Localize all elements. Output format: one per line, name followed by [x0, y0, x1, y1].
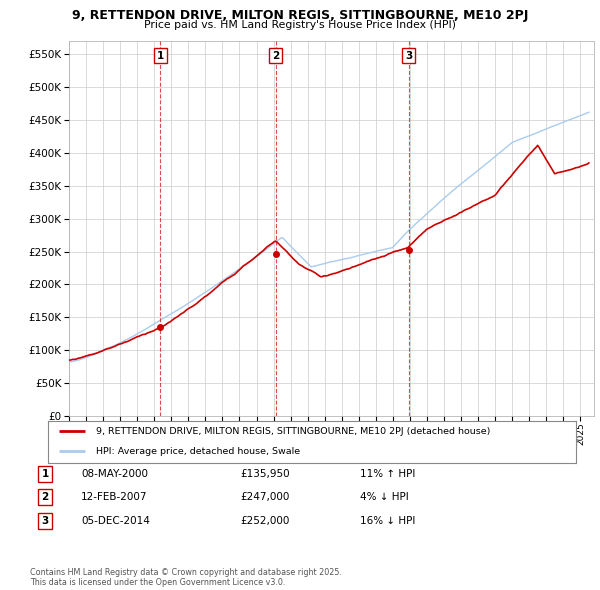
Text: 3: 3: [41, 516, 49, 526]
Text: £247,000: £247,000: [240, 493, 289, 502]
Text: 16% ↓ HPI: 16% ↓ HPI: [360, 516, 415, 526]
Text: 1: 1: [157, 51, 164, 61]
Text: 9, RETTENDON DRIVE, MILTON REGIS, SITTINGBOURNE, ME10 2PJ: 9, RETTENDON DRIVE, MILTON REGIS, SITTIN…: [72, 9, 528, 22]
Text: 08-MAY-2000: 08-MAY-2000: [81, 469, 148, 478]
Text: 2: 2: [272, 51, 279, 61]
Text: £135,950: £135,950: [240, 469, 290, 478]
Text: 2: 2: [41, 493, 49, 502]
Text: 1: 1: [41, 469, 49, 478]
Text: 05-DEC-2014: 05-DEC-2014: [81, 516, 150, 526]
Text: HPI: Average price, detached house, Swale: HPI: Average price, detached house, Swal…: [95, 447, 299, 455]
Text: 12-FEB-2007: 12-FEB-2007: [81, 493, 148, 502]
Text: 11% ↑ HPI: 11% ↑ HPI: [360, 469, 415, 478]
Text: 9, RETTENDON DRIVE, MILTON REGIS, SITTINGBOURNE, ME10 2PJ (detached house): 9, RETTENDON DRIVE, MILTON REGIS, SITTIN…: [95, 427, 490, 436]
Text: Price paid vs. HM Land Registry's House Price Index (HPI): Price paid vs. HM Land Registry's House …: [144, 20, 456, 30]
Text: Contains HM Land Registry data © Crown copyright and database right 2025.
This d: Contains HM Land Registry data © Crown c…: [30, 568, 342, 587]
Text: 3: 3: [405, 51, 412, 61]
Text: £252,000: £252,000: [240, 516, 289, 526]
Text: 4% ↓ HPI: 4% ↓ HPI: [360, 493, 409, 502]
